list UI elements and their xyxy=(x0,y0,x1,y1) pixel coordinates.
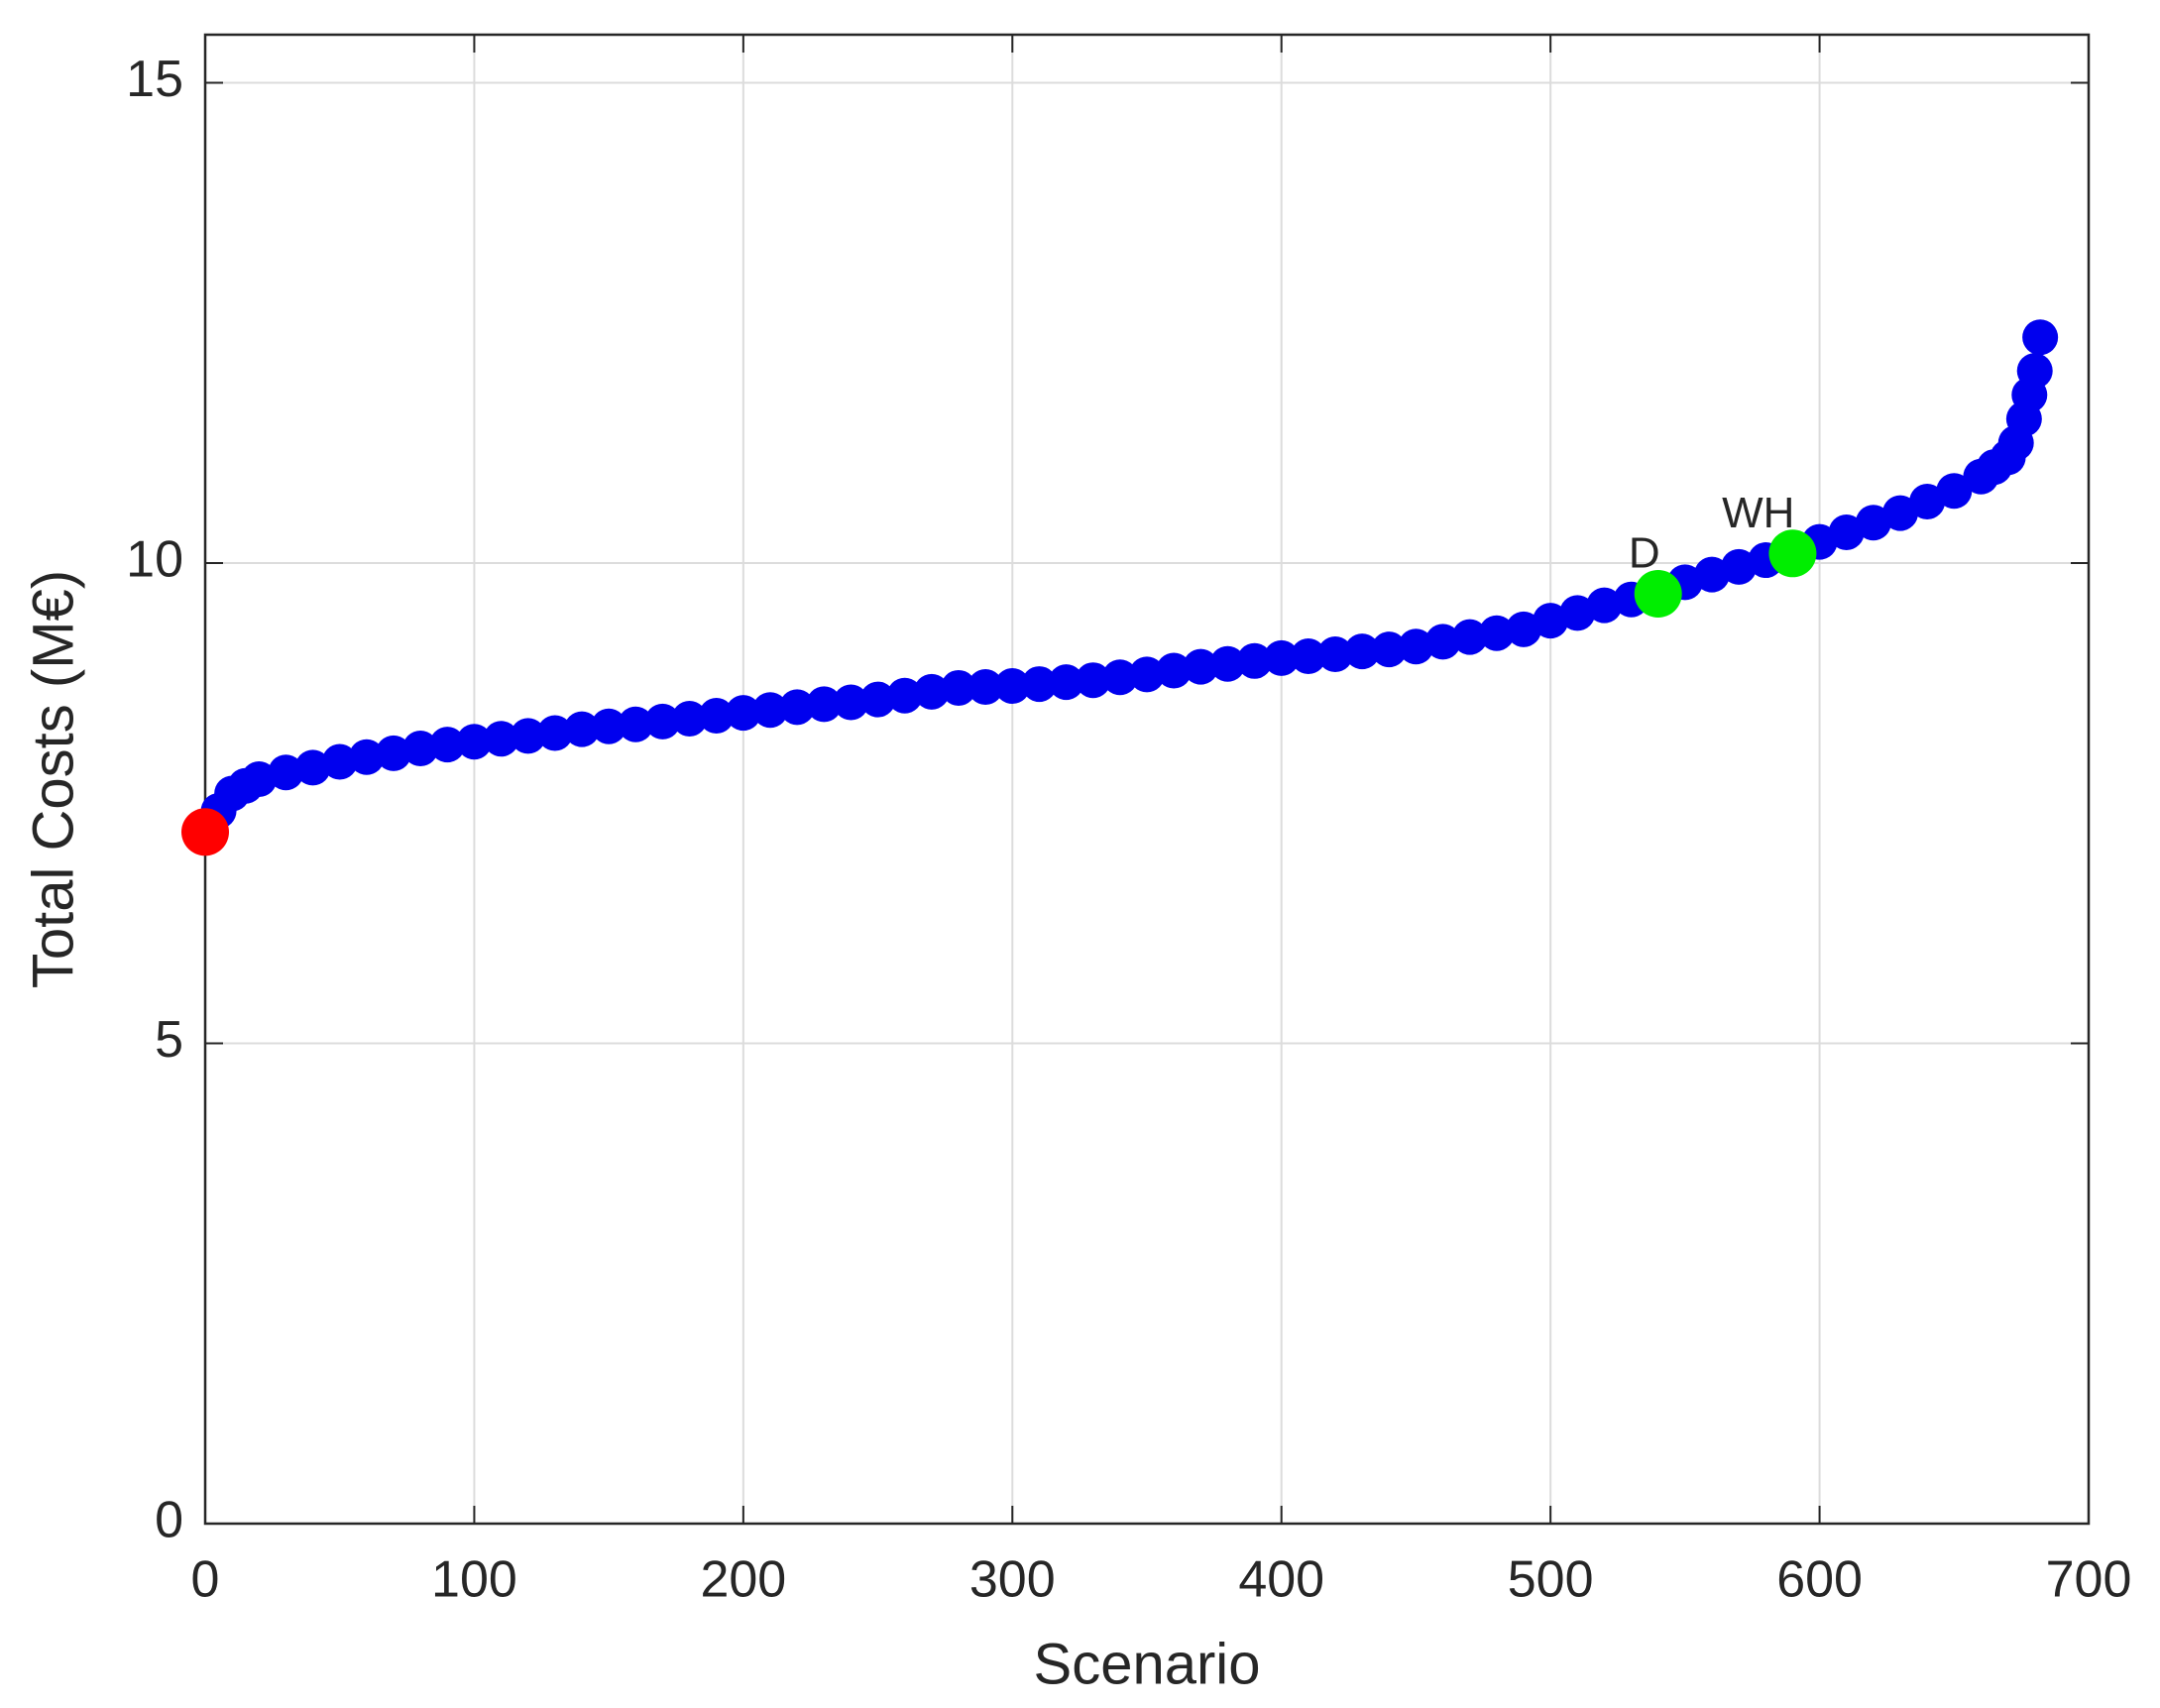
point xyxy=(1156,652,1193,689)
point xyxy=(698,698,735,735)
point xyxy=(591,708,627,744)
point xyxy=(886,677,923,714)
point xyxy=(644,703,681,740)
point xyxy=(321,743,358,780)
point xyxy=(241,761,278,797)
point xyxy=(1855,505,1891,541)
point xyxy=(1317,636,1353,673)
x-tick-label: 0 xyxy=(191,1551,220,1609)
point-label: D xyxy=(1629,529,1660,578)
x-axis-label: Scenario xyxy=(1034,1632,1261,1696)
point xyxy=(1290,637,1326,674)
point xyxy=(1129,656,1165,693)
point xyxy=(268,754,304,791)
point xyxy=(671,700,708,737)
point xyxy=(1183,648,1219,685)
highlight-point xyxy=(181,808,229,856)
plot-area xyxy=(205,35,2089,1524)
x-tick-label: 600 xyxy=(1776,1551,1863,1609)
y-tick-label: 5 xyxy=(155,1011,183,1069)
plot-frame xyxy=(203,33,2091,1526)
point xyxy=(1021,666,1058,703)
point xyxy=(806,686,843,723)
point xyxy=(1721,548,1758,585)
point xyxy=(941,669,976,706)
y-tick-label: 0 xyxy=(155,1492,183,1549)
x-tick-label: 100 xyxy=(431,1551,517,1609)
point xyxy=(294,749,331,786)
x-tick-label: 200 xyxy=(700,1551,786,1609)
point xyxy=(859,681,896,718)
point xyxy=(913,673,950,710)
point xyxy=(1424,624,1461,660)
point xyxy=(1344,633,1381,670)
point xyxy=(1909,483,1946,519)
point xyxy=(1478,615,1515,651)
point xyxy=(1263,639,1300,676)
point xyxy=(429,727,466,763)
highlight-point xyxy=(1634,569,1682,618)
point xyxy=(618,706,654,742)
point xyxy=(833,684,869,721)
x-tick-label: 500 xyxy=(1508,1551,1594,1609)
point xyxy=(1209,645,1246,682)
point xyxy=(994,668,1031,705)
point xyxy=(1882,495,1918,531)
x-tick-label: 400 xyxy=(1238,1551,1324,1609)
point-label: WH xyxy=(1722,489,1794,537)
y-axis-label: Total Costs (M€) xyxy=(21,570,85,988)
point xyxy=(1398,628,1434,665)
y-tick-label: 10 xyxy=(126,531,183,589)
point xyxy=(402,730,439,766)
point xyxy=(536,715,573,751)
x-tick-label: 700 xyxy=(2046,1551,2132,1609)
point xyxy=(1236,642,1273,679)
point xyxy=(2022,319,2059,356)
point xyxy=(2016,353,2053,390)
point xyxy=(564,711,600,747)
point xyxy=(967,668,1004,705)
point xyxy=(1694,556,1730,593)
highlight-point xyxy=(1768,529,1817,578)
point xyxy=(1048,664,1084,701)
x-tick-label: 300 xyxy=(969,1551,1056,1609)
y-tick-label: 15 xyxy=(126,51,183,108)
point xyxy=(779,689,816,726)
point xyxy=(348,739,385,775)
point xyxy=(1101,659,1138,696)
point xyxy=(1586,587,1623,624)
point xyxy=(483,721,519,757)
point xyxy=(1936,473,1973,510)
point xyxy=(1828,513,1865,550)
point xyxy=(1533,603,1569,639)
point xyxy=(752,692,788,729)
point xyxy=(1451,619,1488,655)
point xyxy=(510,718,546,754)
point xyxy=(1371,631,1408,668)
point xyxy=(1506,611,1541,647)
point xyxy=(725,695,761,732)
point xyxy=(1559,595,1596,631)
point xyxy=(1075,662,1111,699)
point xyxy=(376,735,411,771)
point xyxy=(456,724,493,760)
